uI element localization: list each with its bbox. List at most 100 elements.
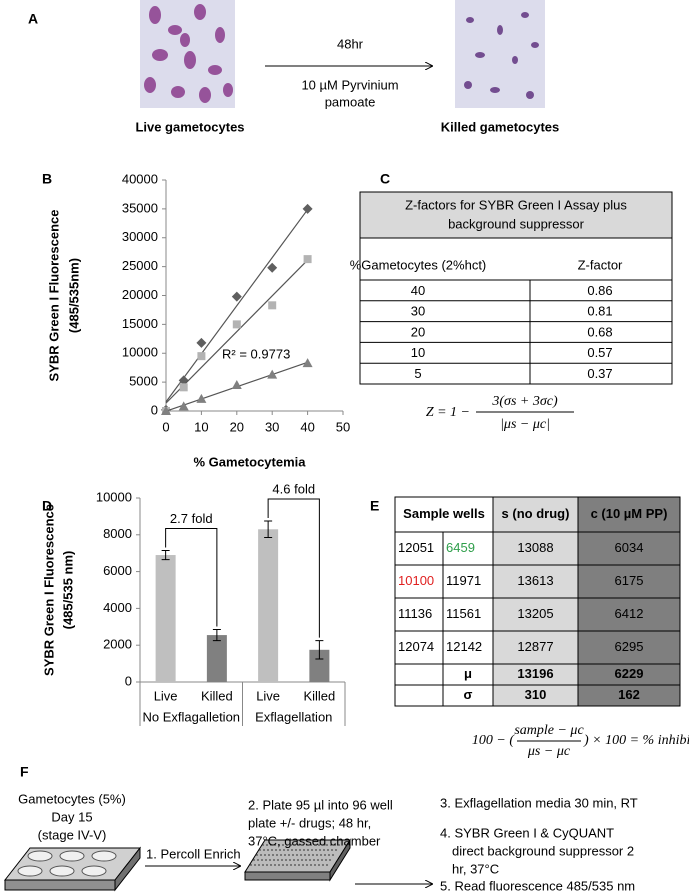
y-tick-label: 4000 xyxy=(103,600,132,615)
marker xyxy=(179,383,188,392)
error-bar xyxy=(212,629,221,642)
formula: |μs − μc| xyxy=(500,417,550,432)
x-tick-label: 30 xyxy=(265,419,279,434)
y-axis-label: (485/535nm) xyxy=(66,258,81,333)
cell: 11136 xyxy=(398,606,432,621)
formula: μs − μc xyxy=(527,744,571,759)
bracket xyxy=(267,498,320,638)
y-axis-label: SYBR Green I Fluorescence xyxy=(41,504,56,676)
table-border xyxy=(359,237,673,385)
annotation: 4.6 fold xyxy=(272,481,315,496)
x-tick-label: 20 xyxy=(230,419,244,434)
summary-label: σ xyxy=(464,687,473,702)
cell: 10100 xyxy=(398,573,434,588)
cell: 6175 xyxy=(615,573,644,588)
cell: 6412 xyxy=(615,606,644,621)
formula: ) × 100 = % inhibition xyxy=(583,733,689,748)
bar xyxy=(206,635,227,682)
cell: 11971 xyxy=(446,573,481,588)
y-tick-label: 2000 xyxy=(103,637,132,652)
cell: 13613 xyxy=(517,573,553,588)
trend-line xyxy=(165,259,309,404)
y-tick-label: 8000 xyxy=(103,526,132,541)
group-label: Exflagellation xyxy=(255,709,332,724)
x-tick-label: 0 xyxy=(162,419,169,434)
y-tick-label: 35000 xyxy=(122,200,158,215)
column-header: Sample wells xyxy=(403,506,485,521)
panel-label: C xyxy=(380,171,390,187)
marker xyxy=(302,358,313,368)
x-tick-label: Live xyxy=(256,688,280,703)
bracket xyxy=(165,527,218,627)
treatment: 10 µM Pyrvinium xyxy=(301,77,398,92)
source-text: (stage IV-V) xyxy=(38,827,107,842)
cell: 0.68 xyxy=(587,324,612,339)
column-header: s (no drug) xyxy=(502,506,570,521)
marker xyxy=(268,301,277,310)
column-header: Z-factor xyxy=(578,257,623,272)
summary-cell: 310 xyxy=(525,687,547,702)
culture-plate xyxy=(3,846,142,892)
cell: 40 xyxy=(411,283,425,298)
panel-label: B xyxy=(42,171,52,187)
cell: 0.57 xyxy=(587,345,612,360)
table-title: Z-factors for SYBR Green I Assay plus xyxy=(405,197,627,212)
x-tick-label: Killed xyxy=(303,688,335,703)
annotation: 2.7 fold xyxy=(170,511,213,526)
marker xyxy=(303,255,312,264)
source-text: Day 15 xyxy=(51,809,92,824)
marker xyxy=(267,369,278,379)
annotation: R² = 0.9773 xyxy=(222,346,290,361)
formula: Z = 1 − xyxy=(426,405,470,420)
y-tick-label: 20000 xyxy=(122,287,158,302)
bar xyxy=(155,555,176,682)
cell: 30 xyxy=(411,304,425,319)
caption: Killed gametocytes xyxy=(441,119,560,134)
marker xyxy=(197,352,206,361)
step: 3. Exflagellation media 30 min, RT xyxy=(440,795,638,810)
marker xyxy=(231,291,242,302)
cell: 12074 xyxy=(398,639,434,654)
y-tick-label: 6000 xyxy=(103,563,132,578)
bar xyxy=(258,529,279,682)
trend-line xyxy=(165,209,309,403)
step: 2. Plate 95 µl into 96 well xyxy=(248,797,393,812)
panel-label: E xyxy=(370,498,379,514)
source-text: Gametocytes (5%) xyxy=(18,791,126,806)
panel-label: F xyxy=(20,764,29,780)
cell: 20 xyxy=(411,324,425,339)
cell: 6459 xyxy=(446,540,475,555)
panel-label: A xyxy=(28,11,38,27)
y-tick-label: 0 xyxy=(151,402,158,417)
cell: 0.81 xyxy=(587,304,612,319)
group-label: No Exflagalletion xyxy=(142,709,240,724)
step: plate +/- drugs; 48 hr, xyxy=(248,815,371,830)
duration: 48hr xyxy=(337,36,364,51)
caption: Live gametocytes xyxy=(135,119,244,134)
y-axis-label: (485/535 nm) xyxy=(60,551,75,630)
step: hr, 37°C xyxy=(452,861,499,876)
bar xyxy=(309,649,330,682)
x-axis-label: % Gametocytemia xyxy=(194,454,307,469)
well-plate xyxy=(244,838,351,882)
marker xyxy=(231,380,242,390)
treatment: pamoate xyxy=(325,94,376,109)
panel-label: D xyxy=(42,498,52,514)
summary-cell: 6229 xyxy=(615,666,644,681)
formula: 3(σs + 3σc) xyxy=(491,394,558,409)
y-tick-label: 40000 xyxy=(122,171,158,186)
y-tick-label: 15000 xyxy=(122,316,158,331)
summary-label: μ xyxy=(464,666,472,681)
table-title: background suppressor xyxy=(448,216,585,231)
x-tick-label: Killed xyxy=(201,688,233,703)
formula: 100 − ( xyxy=(472,733,515,748)
y-tick-label: 5000 xyxy=(129,374,158,389)
summary-cell: 162 xyxy=(618,687,640,702)
cell: 13088 xyxy=(517,540,553,555)
cell: 12051 xyxy=(398,540,434,555)
cell: 0.86 xyxy=(587,283,612,298)
y-tick-label: 25000 xyxy=(122,258,158,273)
marker xyxy=(161,406,171,415)
error-bar xyxy=(161,549,170,561)
